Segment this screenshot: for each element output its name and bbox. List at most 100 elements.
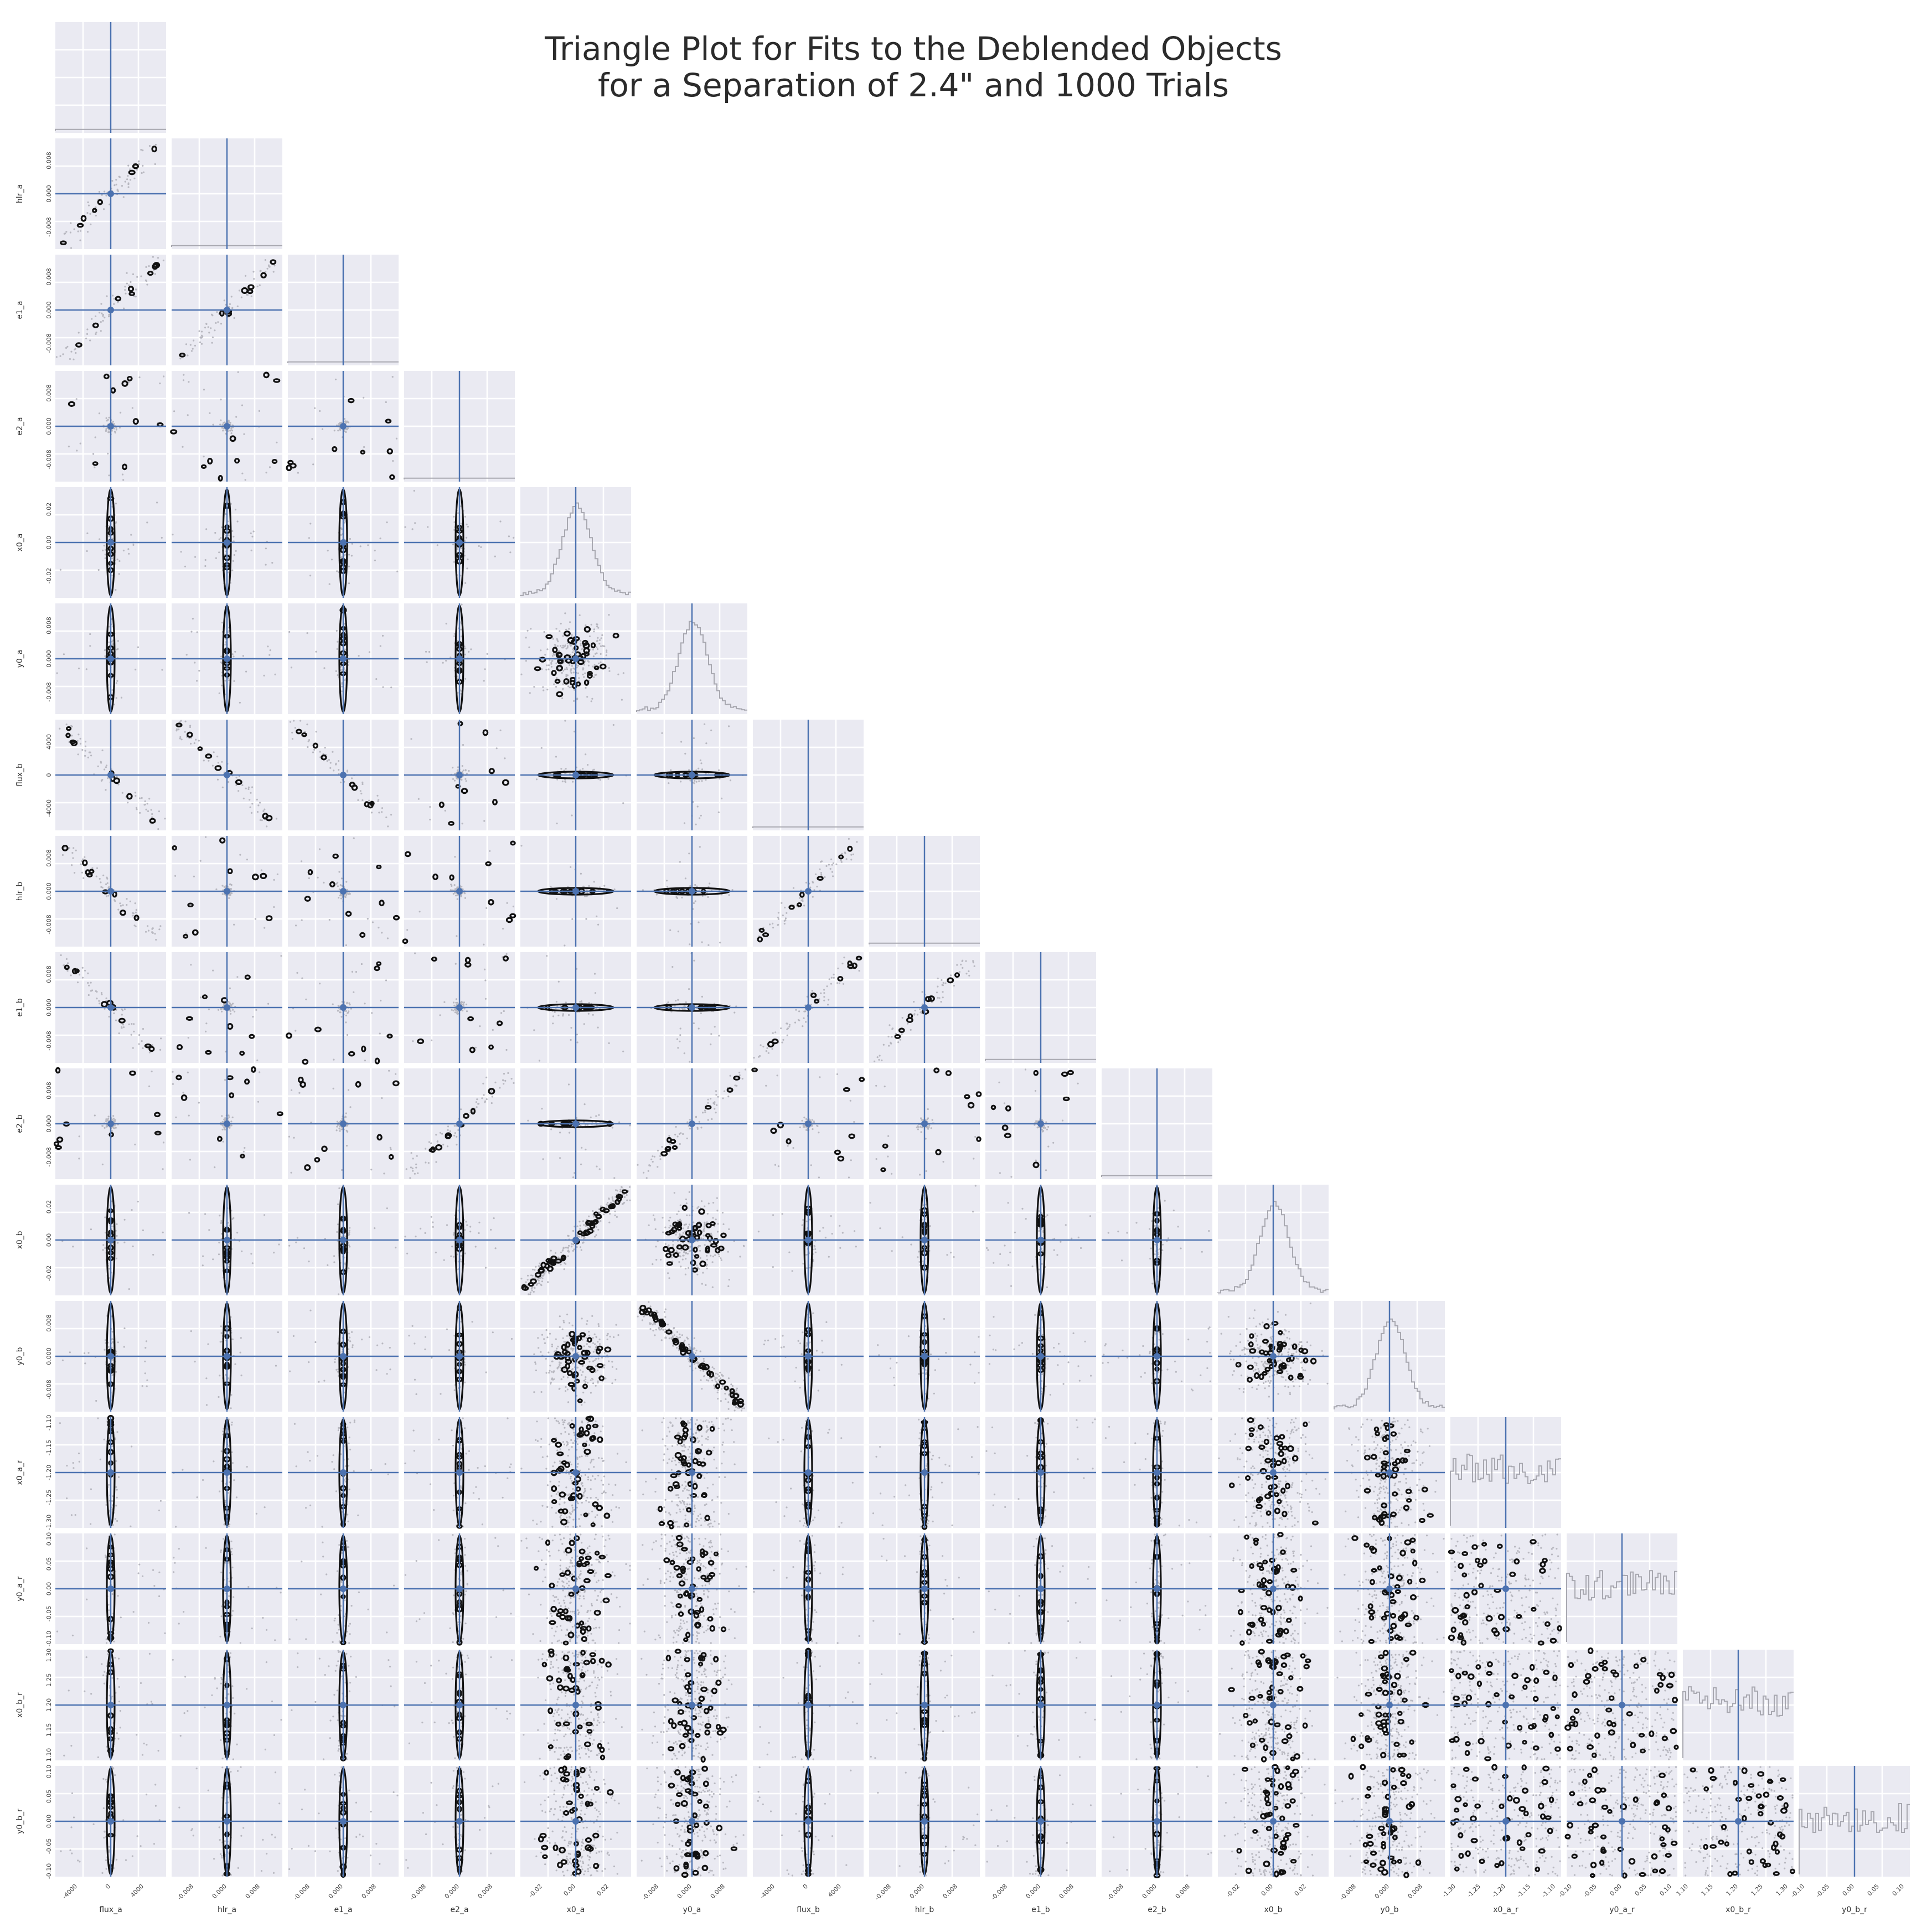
- sample-point: [622, 1050, 624, 1052]
- sample-point: [268, 266, 270, 268]
- sample-point: [159, 383, 161, 385]
- sample-point: [679, 1027, 681, 1030]
- sample-point: [252, 271, 255, 273]
- sample-point: [90, 1228, 92, 1231]
- truth-point: [107, 423, 114, 430]
- sample-point: [108, 316, 110, 318]
- sample-point: [456, 898, 458, 900]
- sample-point: [578, 1221, 581, 1223]
- sample-point: [687, 1226, 690, 1228]
- sample-point: [907, 1022, 909, 1025]
- sample-point: [193, 875, 195, 877]
- sample-point: [385, 979, 388, 982]
- sample-point: [89, 633, 91, 636]
- sample-point: [456, 548, 459, 550]
- sample-point: [453, 779, 456, 782]
- sample-point: [670, 769, 672, 771]
- sample-point: [107, 419, 109, 421]
- sample-point: [345, 1021, 347, 1024]
- sample-point: [686, 1214, 688, 1216]
- scatter-panel-e1_a-vs-x0_b: [288, 1185, 399, 1295]
- sample-point: [550, 1128, 552, 1130]
- sample-point: [452, 1233, 455, 1236]
- contour-blob: [97, 199, 104, 205]
- sample-point: [483, 943, 485, 946]
- sample-point: [582, 768, 584, 770]
- sample-point: [360, 963, 363, 965]
- contour-blob: [389, 474, 395, 480]
- sample-point: [345, 422, 347, 424]
- sample-point: [308, 739, 311, 741]
- sample-point: [235, 416, 237, 418]
- sample-point: [115, 697, 117, 699]
- sample-point: [561, 671, 563, 674]
- sample-point: [259, 819, 261, 822]
- sample-point: [196, 631, 198, 633]
- sample-point: [832, 862, 835, 864]
- sample-point: [767, 1052, 769, 1054]
- sample-point: [552, 1022, 554, 1025]
- sample-point: [712, 1202, 715, 1204]
- sample-point: [435, 1161, 437, 1163]
- sample-point: [104, 768, 106, 771]
- sample-point: [123, 1218, 126, 1221]
- sample-point: [565, 628, 567, 631]
- sample-point: [544, 1273, 546, 1275]
- sample-point: [852, 853, 854, 855]
- sample-point: [105, 1125, 107, 1128]
- sample-point: [619, 1189, 622, 1191]
- sample-point: [224, 886, 226, 888]
- sample-point: [101, 993, 103, 995]
- sample-point: [95, 332, 97, 334]
- sample-point: [78, 733, 80, 736]
- sample-point: [319, 983, 321, 985]
- sample-point: [154, 273, 156, 275]
- sample-point: [592, 665, 594, 668]
- sample-point: [126, 904, 128, 906]
- sample-point: [84, 741, 87, 743]
- sample-point: [221, 1115, 223, 1117]
- page-title: Triangle Plot for Fits to the Deblended …: [388, 30, 1439, 104]
- sample-point: [628, 1186, 631, 1188]
- sample-point: [494, 555, 496, 557]
- truth-point: [107, 655, 114, 662]
- sample-point: [453, 515, 455, 518]
- sample-point: [652, 1263, 654, 1265]
- sample-point: [86, 231, 89, 233]
- sample-point: [570, 1027, 572, 1029]
- sample-point: [460, 1254, 462, 1257]
- sample-point: [217, 762, 219, 764]
- sample-point: [107, 777, 109, 779]
- sample-point: [579, 1225, 581, 1227]
- sample-point: [706, 1258, 709, 1261]
- sample-point: [429, 806, 431, 808]
- sample-point: [216, 311, 218, 313]
- sample-point: [999, 1172, 1001, 1174]
- sample-point: [899, 1039, 902, 1041]
- sample-point: [241, 404, 244, 406]
- sample-point: [571, 634, 573, 636]
- sample-point: [701, 768, 704, 771]
- sample-point: [766, 1050, 768, 1052]
- sample-point: [108, 535, 110, 538]
- sample-point: [1034, 1089, 1037, 1092]
- sample-point: [429, 818, 431, 821]
- sample-point: [152, 256, 154, 258]
- sample-point: [701, 995, 703, 998]
- sample-point: [345, 1129, 348, 1132]
- sample-point: [609, 1213, 611, 1215]
- sample-point: [626, 1199, 628, 1201]
- sample-point: [340, 534, 342, 536]
- sample-point: [469, 1226, 472, 1228]
- sample-point: [198, 740, 200, 742]
- truth-point: [1037, 1120, 1044, 1127]
- sample-point: [702, 1112, 704, 1114]
- scatter-panel-e2_a-vs-y0_a: [404, 603, 515, 714]
- sample-point: [231, 1116, 234, 1119]
- sample-point: [494, 1247, 497, 1249]
- sample-point: [535, 1284, 538, 1286]
- truth-point: [805, 1004, 812, 1011]
- sample-point: [583, 1103, 586, 1106]
- sample-point: [107, 895, 110, 897]
- sample-point: [840, 859, 842, 861]
